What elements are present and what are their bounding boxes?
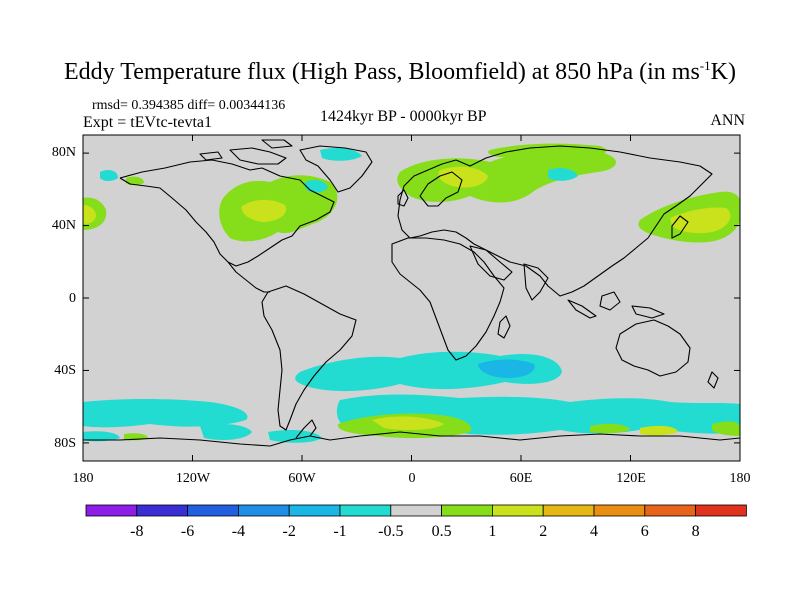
colorbar-box-12: [695, 504, 747, 517]
colorbar-box-9: [542, 504, 595, 517]
anomaly-weddell-strong: [372, 416, 444, 431]
anomaly-east-antarctic-strong: [640, 425, 678, 436]
anomaly-fields: [83, 143, 740, 443]
colorbar-box-1: [136, 504, 189, 517]
colorbar-box-8: [491, 504, 544, 517]
season-label: ANN: [710, 112, 745, 129]
anomaly-southern-ocean-negative: [83, 399, 248, 428]
anomaly-west-edge-negative: [83, 431, 120, 442]
coastline-new-zealand: [707, 371, 719, 389]
anomaly-hudson-negative: [305, 180, 328, 193]
colorbar-label-7: 1: [488, 523, 496, 540]
lon-label-60w: 60W: [288, 471, 316, 486]
coastline-scandinavia: [419, 171, 463, 207]
colorbar-label-3: -2: [283, 523, 296, 540]
colorbar-label-10: 6: [641, 523, 649, 540]
colorbar-box-3: [237, 504, 290, 517]
coastline-antarctica: [83, 431, 740, 447]
coastline-north-america: [119, 159, 335, 267]
colorbar-box-5: [339, 504, 392, 517]
plot-title: Eddy Temperature flux (High Pass, Bloomf…: [64, 58, 736, 85]
lat-label-80s: 80S: [54, 436, 76, 451]
anomaly-amundsen-negative: [200, 424, 252, 440]
lat-label-0: 0: [69, 291, 76, 306]
coastline-new-guinea: [631, 305, 665, 319]
coastline-greenland: [299, 145, 373, 193]
coastline-japan: [671, 215, 689, 239]
anomaly-asia-negative: [548, 168, 578, 181]
axis-ticks: [82, 135, 741, 461]
coastline-central-america: [227, 261, 270, 293]
anomaly-east-antarctic-positive: [590, 423, 630, 434]
anomaly-south-pacific-positive: [712, 421, 740, 436]
colorbar-label-11: 8: [692, 523, 700, 540]
colorbar-label-9: 4: [590, 523, 598, 540]
coastline-arabia: [469, 245, 513, 281]
stats-text: rmsd= 0.394385 diff= 0.00344136: [92, 98, 286, 113]
lat-label-80n: 80N: [52, 145, 76, 160]
experiment-label: Expt = tEVtc-tevta1: [83, 114, 212, 131]
colorbar-label-2: -4: [232, 523, 245, 540]
colorbar-box-2: [187, 504, 239, 517]
colorbar-box-4: [288, 504, 341, 517]
latitude-labels: 80N 40N 0 40S 80S: [52, 145, 76, 451]
lat-label-40s: 40S: [54, 363, 76, 378]
colorbar-label-4: -1: [333, 523, 346, 540]
lat-label-40n: 40N: [52, 218, 76, 233]
colorbar-label-6: 0.5: [432, 523, 452, 540]
coastline-africa: [391, 237, 505, 361]
lon-label-60e: 60E: [510, 471, 533, 486]
lon-label-180-west: 180: [73, 471, 94, 486]
anomaly-south-indian-strong-negative: [478, 359, 535, 378]
lon-label-0: 0: [409, 471, 416, 486]
anomaly-eurasia-positive: [397, 150, 617, 203]
colorbar-box-11: [644, 504, 696, 517]
colorbar-box-7: [441, 504, 493, 517]
longitude-labels: 180 120W 60W 0 60E 120E 180: [73, 471, 751, 486]
lon-label-120e: 120E: [616, 471, 646, 486]
anomaly-north-america-strong: [241, 199, 287, 222]
colorbar-box-10: [593, 504, 646, 517]
colorbar-label-0: -8: [130, 523, 143, 540]
coastline-australia: [615, 319, 691, 377]
lon-label-180-east: 180: [730, 471, 751, 486]
anomaly-pacific-west-strong: [83, 205, 96, 224]
coastline-arctic-islands: [199, 139, 293, 165]
coastline-sumatra: [567, 299, 597, 319]
colorbar-box-0: [85, 504, 138, 517]
anomaly-alaska-positive: [126, 176, 144, 186]
colorbar-label-5: -0.5: [378, 523, 403, 540]
anomaly-baffin-negative: [320, 148, 362, 161]
colorbar-box-6: [390, 504, 442, 517]
lon-label-120w: 120W: [176, 471, 211, 486]
coastline-south-america: [261, 285, 357, 431]
anomaly-ross-negative: [268, 430, 322, 443]
period-label: 1424kyr BP - 0000kyr BP: [320, 108, 487, 125]
coastline-eurasia: [397, 145, 713, 297]
coastlines: [83, 139, 740, 447]
colorbar: -8 -6 -4 -2 -1 -0.5 0.5 1 2 4 6 8: [85, 504, 747, 540]
coastline-india: [523, 263, 549, 301]
coastline-madagascar: [497, 315, 511, 339]
coastline-borneo: [599, 291, 621, 311]
coastline-uk: [397, 189, 409, 207]
anomaly-alaska-negative: [100, 170, 118, 181]
colorbar-label-8: 2: [539, 523, 547, 540]
coastline-antarctic-peninsula: [295, 419, 317, 439]
colorbar-label-1: -6: [181, 523, 194, 540]
